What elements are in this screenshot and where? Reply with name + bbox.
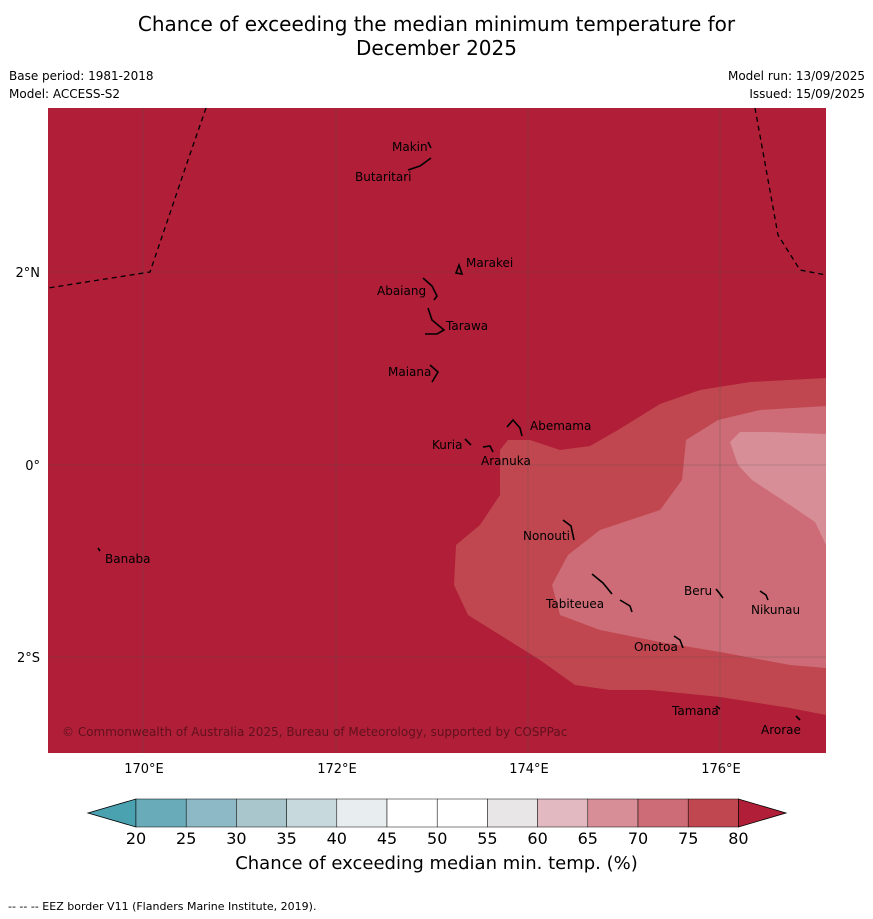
copyright-notice: © Commonwealth of Australia 2025, Bureau…: [62, 725, 567, 739]
graticule: [48, 108, 826, 753]
place-label: Banaba: [105, 552, 151, 566]
colorbar-tick-label: 40: [327, 829, 347, 848]
colorbar-tick-label: 80: [728, 829, 748, 848]
issued-date: Issued: 15/09/2025: [749, 87, 865, 101]
meta-right: Model run: 13/09/2025 Issued: 15/09/2025: [728, 67, 865, 103]
island-outlines: [97, 141, 801, 721]
island-tarawa: [425, 307, 446, 335]
colorbar-segment: [236, 798, 287, 828]
colorbar-tick-label: 50: [427, 829, 447, 848]
colorbar-segment: [587, 798, 639, 828]
place-label: Abemama: [530, 419, 591, 433]
island-beru: [715, 588, 724, 599]
island-makin: [427, 141, 432, 149]
place-label: Nonouti: [523, 529, 570, 543]
place-label: Nikunau: [751, 603, 800, 617]
colorbar-tick-label: 55: [477, 829, 497, 848]
colorbar-segment: [687, 798, 739, 828]
lon-tick-170e: 170°E: [124, 762, 164, 777]
place-label: Tabiteuea: [545, 597, 604, 611]
island-aranuka: [482, 445, 494, 453]
region-65-70: [730, 432, 826, 545]
place-label: Tamana: [671, 704, 719, 718]
place-label: Kuria: [432, 438, 463, 452]
island-abemama: [506, 418, 523, 437]
colorbar-tick-label: 30: [226, 829, 246, 848]
place-label: Tarawa: [445, 319, 488, 333]
island-abaiang: [422, 277, 438, 301]
place-label: Butaritari: [355, 170, 412, 184]
colorbar-tick-label: 75: [678, 829, 698, 848]
place-label: Beru: [684, 584, 712, 598]
map-area: Makin Butaritari Marakei Abaiang Tarawa …: [48, 108, 826, 753]
colorbar-tick-label: 70: [628, 829, 648, 848]
colorbar-segment: [286, 798, 338, 828]
lon-tick-176e: 176°E: [701, 762, 741, 777]
colorbar-tick-label: 20: [126, 829, 146, 848]
model-name: Model: ACCESS-S2: [9, 87, 121, 101]
colorbar-label: Chance of exceeding median min. temp. (%…: [235, 853, 638, 874]
latitude-ticks: 2°N 0° 2°S: [16, 266, 41, 666]
title-line-2: December 2025: [356, 36, 517, 60]
island-arorae: [795, 715, 801, 721]
island-nonouti: [562, 519, 575, 541]
place-label: Makin: [392, 140, 428, 154]
eez-border: [48, 108, 826, 289]
meta-left: Base period: 1981-2018 Model: ACCESS-S2: [9, 67, 154, 103]
colorbar-segment: [487, 798, 538, 828]
colorbar-tick-label: 25: [176, 829, 196, 848]
eez-footer-note: -- -- -- EEZ border V11 (Flanders Marine…: [8, 900, 317, 913]
island-butaritari: [407, 157, 432, 171]
colorbar-segment: [436, 798, 488, 828]
lon-tick-174e: 174°E: [509, 762, 549, 777]
colorbar-segment: [185, 798, 237, 828]
colorbar-segment: [637, 798, 689, 828]
colorbar: 20 25 30 35 40 45 50 55 60 65 70 75 80: [86, 798, 788, 848]
base-period: Base period: 1981-2018: [9, 69, 154, 83]
lat-tick-2s: 2°S: [17, 651, 40, 666]
lat-tick-2n: 2°N: [16, 266, 41, 281]
island-banaba: [97, 547, 101, 552]
island-tabiteuea: [591, 573, 633, 613]
colorbar-low-extend: [86, 798, 137, 828]
island-maiana: [429, 364, 440, 383]
place-label: Onotoa: [634, 640, 678, 654]
place-label: Abaiang: [377, 284, 426, 298]
island-marakei: [454, 262, 464, 276]
place-labels: Makin Butaritari Marakei Abaiang Tarawa …: [105, 140, 801, 737]
place-label: Arorae: [761, 723, 801, 737]
island-onotoa: [673, 635, 684, 649]
place-label: Maiana: [388, 365, 431, 379]
island-nikunau: [759, 590, 769, 601]
place-label: Aranuka: [481, 454, 531, 468]
lon-tick-172e: 172°E: [317, 762, 357, 777]
colorbar-high-extend: [738, 798, 788, 828]
colorbar-segment: [135, 798, 187, 828]
model-run: Model run: 13/09/2025: [727, 69, 865, 83]
colorbar-tick-label: 60: [527, 829, 547, 848]
colorbar-segment: [386, 798, 438, 828]
colorbar-tick-label: 45: [377, 829, 397, 848]
colorbar-segment: [336, 798, 388, 828]
island-tamana: [715, 705, 721, 710]
chart-title: Chance of exceeding the median minimum t…: [0, 12, 873, 60]
colorbar-tick-label: 65: [578, 829, 598, 848]
colorbar-segment: [537, 798, 589, 828]
title-line-1: Chance of exceeding the median minimum t…: [137, 12, 736, 36]
lat-tick-0: 0°: [25, 459, 40, 474]
colorbar-tick-label: 35: [276, 829, 296, 848]
island-kuria: [464, 438, 472, 446]
place-label: Marakei: [466, 256, 513, 270]
longitude-ticks: 170°E 172°E 174°E 176°E: [124, 762, 741, 777]
